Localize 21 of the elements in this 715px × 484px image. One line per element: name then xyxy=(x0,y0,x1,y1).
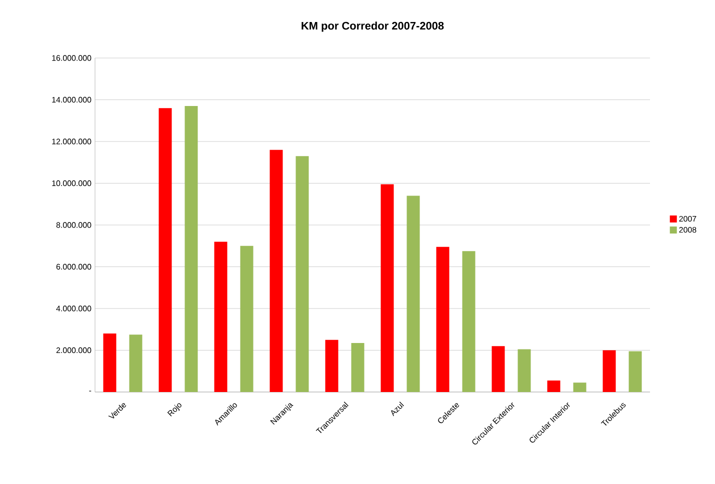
bar xyxy=(129,334,142,392)
bar xyxy=(351,342,364,392)
bar xyxy=(296,156,309,392)
bar xyxy=(436,246,450,392)
bar xyxy=(602,350,616,392)
bar xyxy=(462,251,476,392)
bar xyxy=(518,349,531,392)
bar xyxy=(158,108,172,392)
bar xyxy=(325,340,338,392)
bar xyxy=(547,380,560,392)
bar xyxy=(240,246,254,392)
bar xyxy=(214,242,228,392)
bar xyxy=(628,351,642,392)
bar xyxy=(184,106,198,392)
chart-title: KM por Corredor 2007-2008 xyxy=(302,22,444,32)
bar xyxy=(380,184,394,392)
bar xyxy=(270,150,283,392)
bar xyxy=(103,334,116,392)
bar xyxy=(406,196,420,392)
bar xyxy=(573,382,586,392)
bar xyxy=(492,346,505,392)
